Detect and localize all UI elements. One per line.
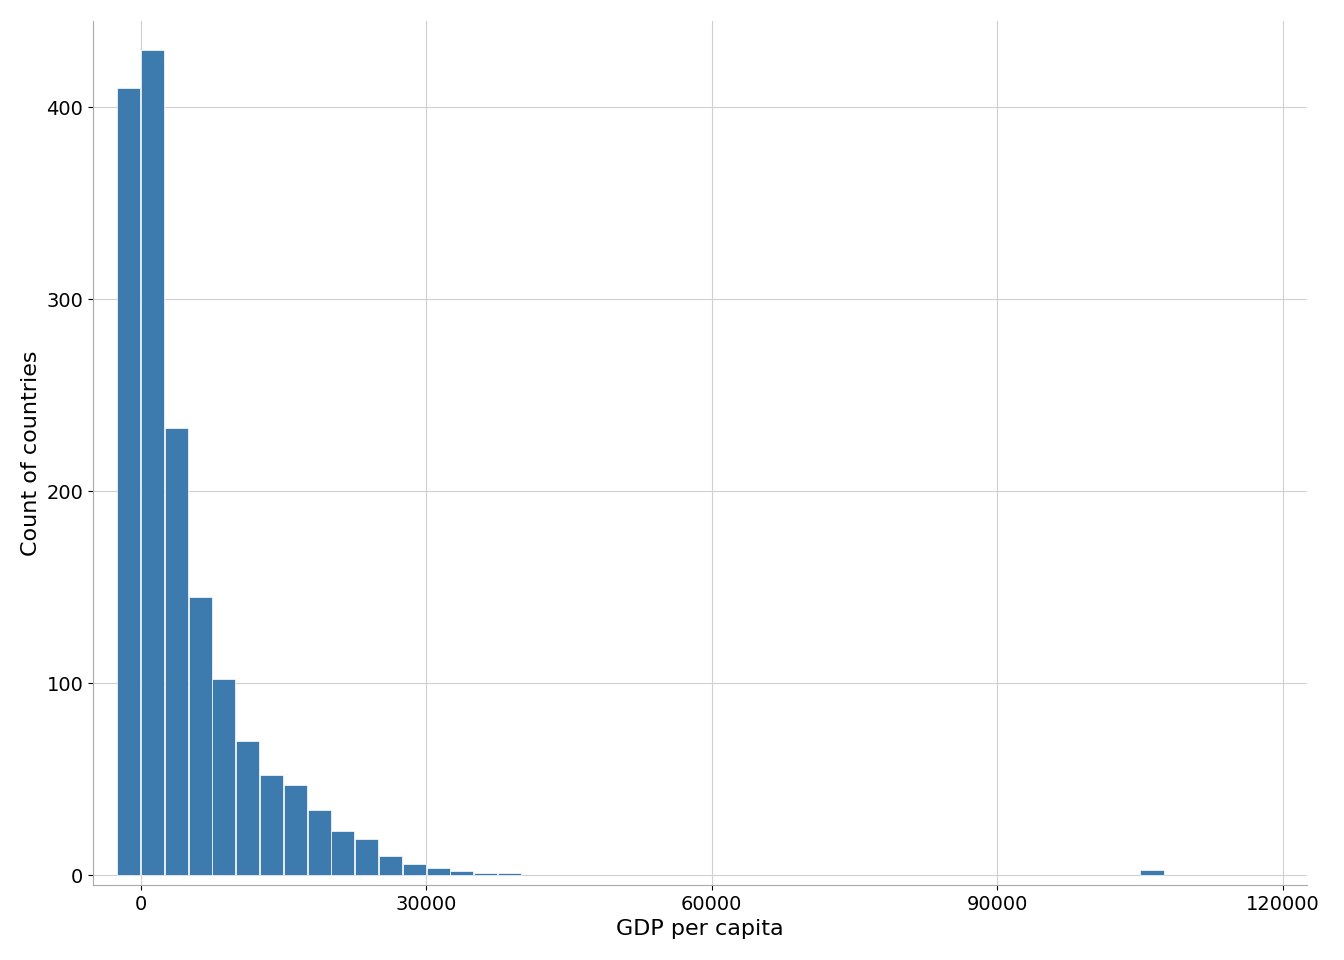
Bar [426,868,450,876]
Bar [355,839,378,876]
Bar [497,874,521,876]
Bar [284,785,306,876]
Bar [259,776,284,876]
Bar [332,831,355,876]
Bar [212,680,235,876]
Bar [141,50,164,876]
Bar [474,874,497,876]
Y-axis label: Count of countries: Count of countries [22,350,40,556]
Bar [117,88,140,876]
Bar [165,428,188,876]
Bar [379,856,402,876]
Bar [1141,870,1164,876]
Bar [237,741,259,876]
X-axis label: GDP per capita: GDP per capita [616,919,784,939]
Bar [308,810,331,876]
Bar [188,597,211,876]
Bar [403,864,426,876]
Bar [450,872,473,876]
